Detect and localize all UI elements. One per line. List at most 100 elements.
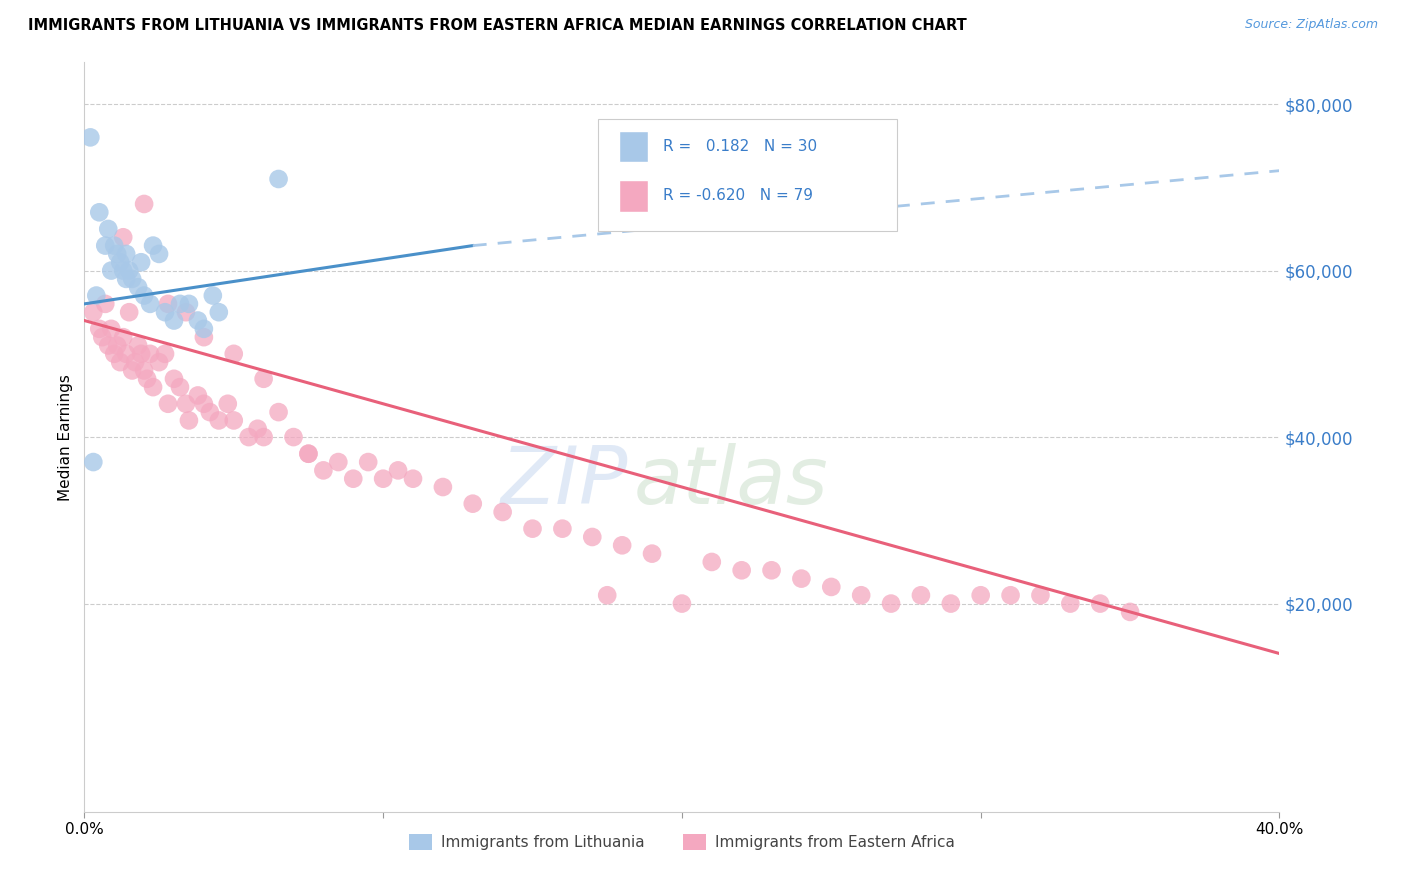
Point <box>217 397 239 411</box>
Point <box>177 413 200 427</box>
Legend: Immigrants from Lithuania, Immigrants from Eastern Africa: Immigrants from Lithuania, Immigrants fr… <box>404 829 960 856</box>
Point <box>103 238 125 252</box>
Point <box>132 363 156 377</box>
Point <box>357 455 380 469</box>
Point <box>169 297 191 311</box>
Point <box>342 472 364 486</box>
Point <box>432 480 454 494</box>
Point <box>94 238 117 252</box>
Point <box>110 355 132 369</box>
Point <box>148 355 170 369</box>
Point <box>112 263 135 277</box>
Point <box>153 347 176 361</box>
Point <box>1000 588 1022 602</box>
Point <box>880 597 903 611</box>
Point <box>136 372 159 386</box>
Text: R = -0.620   N = 79: R = -0.620 N = 79 <box>662 188 813 203</box>
Point <box>139 347 162 361</box>
Point <box>97 222 120 236</box>
Point <box>641 547 664 561</box>
Point <box>790 572 813 586</box>
Point <box>177 297 200 311</box>
Point <box>115 347 138 361</box>
Point <box>551 522 574 536</box>
Point <box>761 563 783 577</box>
Point <box>110 255 132 269</box>
Point <box>142 238 165 252</box>
Point <box>246 422 269 436</box>
Point <box>387 463 409 477</box>
Point <box>1119 605 1142 619</box>
Point <box>163 372 186 386</box>
Point <box>97 338 120 352</box>
Point <box>121 363 143 377</box>
Text: R =   0.182   N = 30: R = 0.182 N = 30 <box>662 139 817 154</box>
Point <box>132 288 156 302</box>
Point <box>267 405 290 419</box>
Point <box>1090 597 1112 611</box>
Point <box>700 555 723 569</box>
Point <box>193 397 215 411</box>
Point <box>82 305 104 319</box>
Point <box>129 347 152 361</box>
Point <box>208 413 231 427</box>
Point <box>79 130 101 145</box>
Point <box>115 272 138 286</box>
Point <box>139 297 162 311</box>
Point <box>198 405 221 419</box>
Point <box>115 247 138 261</box>
Point <box>522 522 544 536</box>
Point <box>103 347 125 361</box>
Point <box>1029 588 1052 602</box>
Bar <box>619 131 648 162</box>
Point <box>671 597 693 611</box>
Point <box>253 430 276 444</box>
Point <box>169 380 191 394</box>
Point <box>596 588 619 602</box>
Point <box>970 588 993 602</box>
Text: Source: ZipAtlas.com: Source: ZipAtlas.com <box>1244 18 1378 31</box>
Point <box>193 330 215 344</box>
Point <box>142 380 165 394</box>
Point <box>118 263 141 277</box>
Point <box>612 538 634 552</box>
Point <box>86 288 108 302</box>
Point <box>187 388 209 402</box>
Point <box>118 305 141 319</box>
Point <box>201 288 224 302</box>
Point <box>94 297 117 311</box>
Point <box>82 455 104 469</box>
Point <box>89 205 111 219</box>
Point <box>124 355 146 369</box>
Point <box>121 272 143 286</box>
Point <box>132 197 156 211</box>
Point <box>297 447 319 461</box>
Point <box>939 597 962 611</box>
Text: atlas: atlas <box>634 443 830 521</box>
Point <box>127 280 149 294</box>
Point <box>253 372 276 386</box>
Point <box>208 305 231 319</box>
Point <box>112 230 135 244</box>
Bar <box>619 180 648 211</box>
Point <box>1059 597 1081 611</box>
Y-axis label: Median Earnings: Median Earnings <box>58 374 73 500</box>
Point <box>461 497 484 511</box>
Point <box>153 305 176 319</box>
Point <box>129 255 152 269</box>
Point <box>581 530 603 544</box>
Point <box>187 313 209 327</box>
Point <box>373 472 395 486</box>
Point <box>157 297 180 311</box>
Point <box>105 338 128 352</box>
Point <box>910 588 932 602</box>
Point <box>100 322 122 336</box>
FancyBboxPatch shape <box>599 119 897 231</box>
Point <box>157 397 180 411</box>
Point <box>402 472 425 486</box>
Point <box>222 347 245 361</box>
Point <box>238 430 260 444</box>
Point <box>105 247 128 261</box>
Point <box>163 313 186 327</box>
Point <box>193 322 215 336</box>
